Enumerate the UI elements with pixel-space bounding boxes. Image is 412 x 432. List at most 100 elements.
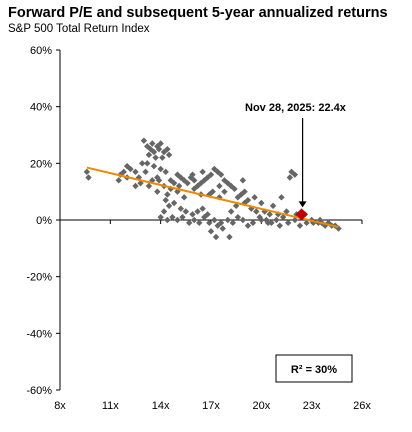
data-point [219, 225, 226, 232]
data-point [212, 233, 220, 241]
data-point [150, 148, 158, 156]
data-point [170, 179, 178, 187]
data-point [167, 177, 174, 184]
data-point [266, 211, 273, 218]
trend-line [86, 166, 339, 229]
data-point [132, 182, 139, 190]
data-point [189, 171, 196, 178]
data-point [231, 185, 238, 193]
data-point [244, 222, 252, 229]
data-point [170, 199, 178, 207]
data-point [207, 171, 215, 178]
data-point [303, 219, 310, 227]
data-point [291, 216, 299, 224]
data-point [191, 177, 198, 184]
x-tick-label: 11x [102, 400, 119, 412]
data-point [144, 143, 151, 150]
data-point [164, 191, 171, 198]
data-point [187, 174, 195, 181]
current-annotation-label: Nov 28, 2025: 22.4x [245, 102, 347, 114]
y-tick-label: -20% [26, 272, 52, 284]
data-point [229, 219, 237, 227]
data-point [120, 168, 127, 176]
data-point [175, 182, 183, 190]
y-tick-label: 20% [30, 158, 52, 170]
data-point [159, 154, 166, 161]
data-point [177, 205, 184, 212]
data-point [162, 196, 169, 204]
data-point [234, 213, 242, 221]
data-point [85, 174, 92, 181]
data-point [217, 171, 225, 178]
data-point [152, 154, 159, 161]
data-point [201, 213, 208, 221]
data-point [211, 216, 218, 224]
data-point [160, 148, 168, 156]
data-point [165, 202, 173, 210]
y-tick-label: 60% [30, 45, 52, 57]
data-point [144, 160, 151, 167]
data-point [273, 216, 280, 224]
data-point [194, 208, 201, 215]
data-point [184, 179, 191, 187]
data-point [155, 177, 163, 184]
data-point [227, 208, 235, 215]
data-point [132, 168, 139, 176]
data-point [160, 208, 168, 215]
data-point [335, 225, 342, 232]
data-point [248, 205, 255, 212]
data-point [216, 182, 223, 190]
data-point [185, 219, 193, 227]
x-tick-label: 8x [54, 400, 66, 412]
data-point [268, 219, 275, 227]
data-point [180, 194, 188, 201]
data-point [164, 216, 171, 224]
data-point [217, 219, 225, 227]
r-squared-box [275, 354, 353, 383]
annotation-arrow-head [298, 201, 307, 208]
data-point [164, 145, 171, 153]
x-tick-label: 17x [202, 400, 220, 412]
data-point [279, 213, 287, 221]
data-point [191, 216, 198, 224]
data-point [241, 188, 248, 195]
data-point [249, 219, 257, 227]
data-point [276, 222, 283, 229]
data-point [258, 199, 265, 207]
data-point [154, 188, 161, 195]
data-point [263, 216, 270, 224]
data-point [182, 208, 190, 215]
data-point [207, 228, 215, 235]
data-point [291, 171, 299, 178]
data-point [145, 182, 153, 190]
data-point [239, 216, 247, 224]
data-point [216, 194, 223, 201]
data-point [204, 174, 211, 181]
y-tick-label: 0% [36, 215, 52, 227]
y-tick-label: -60% [26, 385, 52, 397]
x-tick-label: 14x [152, 400, 170, 412]
data-point [179, 213, 186, 221]
current-marker [295, 208, 308, 221]
data-point [269, 202, 277, 210]
data-point [174, 216, 181, 224]
data-point [145, 151, 153, 159]
data-point [253, 208, 260, 215]
data-point [278, 194, 285, 201]
data-point [115, 177, 122, 184]
data-point [135, 174, 143, 181]
data-point [199, 205, 206, 212]
data-point [283, 208, 290, 215]
data-point [227, 182, 235, 190]
x-tick-label: 20x [252, 400, 270, 412]
data-point [206, 219, 213, 227]
data-point [296, 222, 304, 229]
data-point [199, 168, 206, 176]
data-point [196, 219, 203, 227]
data-point [221, 188, 228, 195]
data-point [162, 168, 169, 176]
data-point [226, 233, 233, 241]
data-point [155, 145, 163, 153]
data-point [165, 151, 173, 159]
